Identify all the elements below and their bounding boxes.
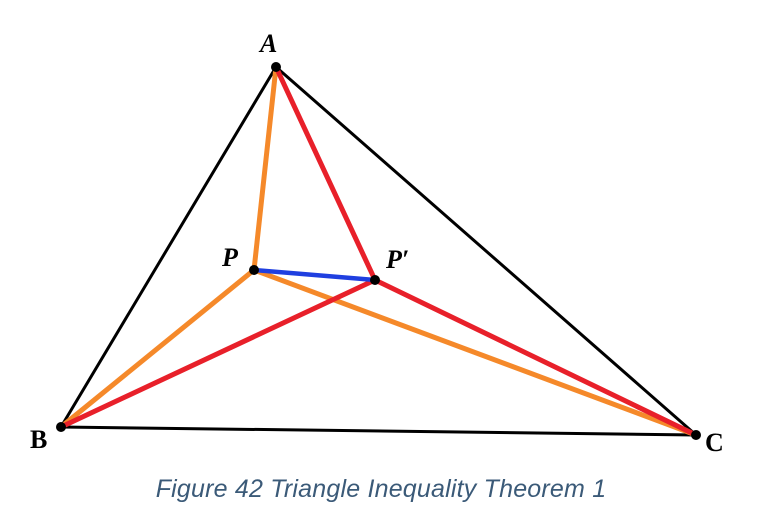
segment-pc — [251, 267, 699, 438]
point-p-dot — [249, 265, 259, 275]
point-c-dot — [691, 430, 701, 440]
label-p-prime: P′ — [385, 245, 409, 274]
vertex-dots — [56, 62, 701, 440]
point-b-dot — [56, 422, 66, 432]
label-b: B — [30, 425, 47, 454]
p-prime-segments — [58, 64, 699, 438]
segment-p2b — [58, 277, 378, 430]
segment-p2c — [372, 277, 699, 438]
segment-pa — [251, 64, 279, 273]
segment-pp2 — [251, 267, 378, 283]
figure-caption: Figure 42 Triangle Inequality Theorem 1 — [155, 475, 607, 503]
p-segments — [58, 64, 699, 438]
segment-ac — [274, 65, 698, 437]
label-c: C — [705, 428, 724, 457]
segment-bc — [59, 425, 698, 437]
segment-p2a — [273, 64, 378, 283]
point-a-dot — [271, 62, 281, 72]
triangle-inequality-diagram: A B C P P′ — [30, 29, 724, 457]
label-p: P — [221, 243, 239, 272]
segment-pb — [58, 267, 257, 430]
triangle-abc — [59, 65, 698, 437]
label-a: A — [258, 29, 277, 58]
segment-ab — [59, 65, 278, 429]
point-p2-dot — [370, 275, 380, 285]
